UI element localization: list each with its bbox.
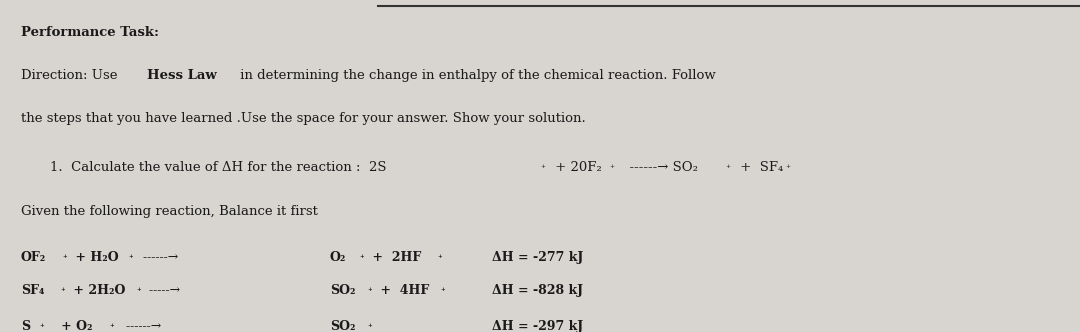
- Text: + 20F₂: + 20F₂: [551, 160, 602, 174]
- Text: ------→ SO₂: ------→ SO₂: [621, 160, 698, 174]
- Text: ΔH = -297 kJ: ΔH = -297 kJ: [491, 320, 582, 332]
- Text: +  4HF: + 4HF: [376, 285, 430, 297]
- Text: SF₄: SF₄: [21, 285, 44, 297]
- Text: the steps that you have learned .Use the space for your answer. Show your soluti: the steps that you have learned .Use the…: [21, 112, 585, 124]
- Text: ₊: ₊: [367, 285, 373, 293]
- Text: ΔH = -277 kJ: ΔH = -277 kJ: [491, 251, 583, 264]
- Text: Performance Task:: Performance Task:: [21, 26, 159, 39]
- Text: ₊: ₊: [39, 320, 43, 329]
- Text: OF₂: OF₂: [21, 251, 46, 264]
- Text: O₂: O₂: [330, 251, 347, 264]
- Text: +  2HF: + 2HF: [367, 251, 426, 264]
- Text: 1.  Calculate the value of ΔH for the reaction :  2S: 1. Calculate the value of ΔH for the rea…: [50, 160, 387, 174]
- Text: -----→: -----→: [145, 285, 179, 297]
- Text: Hess Law: Hess Law: [147, 69, 217, 82]
- Text: +  SF₄: + SF₄: [737, 160, 783, 174]
- Text: ₊: ₊: [540, 160, 545, 170]
- Text: ₊: ₊: [441, 285, 446, 293]
- Text: ₊: ₊: [60, 285, 65, 293]
- Text: SO₂: SO₂: [330, 285, 355, 297]
- Text: S: S: [21, 320, 30, 332]
- Text: + 2H₂O: + 2H₂O: [69, 285, 125, 297]
- Text: ₊: ₊: [609, 160, 613, 170]
- Text: ₊: ₊: [129, 251, 133, 260]
- Text: Direction: Use: Direction: Use: [21, 69, 122, 82]
- Text: Given the following reaction, Balance it first: Given the following reaction, Balance it…: [21, 205, 318, 218]
- Text: ₊: ₊: [726, 160, 730, 170]
- Text: ₊: ₊: [359, 251, 364, 260]
- Text: + O₂: + O₂: [48, 320, 92, 332]
- Text: ₊: ₊: [437, 251, 443, 260]
- Text: ------→: ------→: [139, 251, 178, 264]
- Text: ₊: ₊: [63, 251, 67, 260]
- Text: ΔH = -828 kJ: ΔH = -828 kJ: [491, 285, 582, 297]
- Text: ₊: ₊: [785, 160, 791, 170]
- Text: ₊: ₊: [109, 320, 113, 329]
- Text: in determining the change in enthalpy of the chemical reaction. Follow: in determining the change in enthalpy of…: [237, 69, 716, 82]
- Text: ₊: ₊: [367, 320, 373, 329]
- Text: ------→: ------→: [118, 320, 161, 332]
- Text: + H₂O: + H₂O: [71, 251, 119, 264]
- Text: ₊: ₊: [136, 285, 140, 293]
- Text: SO₂: SO₂: [330, 320, 355, 332]
